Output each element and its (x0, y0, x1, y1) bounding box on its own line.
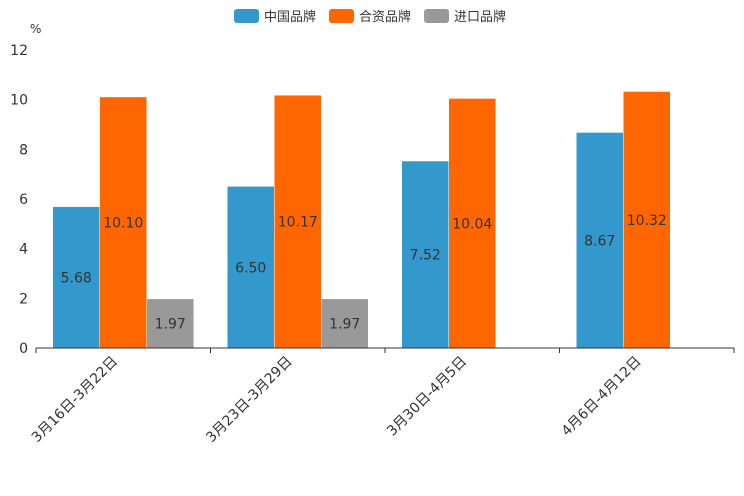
data-label-0-2: 7.52 (410, 248, 441, 264)
legend-swatch-2 (424, 9, 449, 23)
bar-0-0 (53, 206, 100, 348)
bars (53, 91, 670, 348)
legend: 中国品牌 合资品牌 进口品牌 (234, 9, 506, 25)
y-axis-unit: % (30, 22, 41, 36)
x-category-label: 3月30日-4月5日 (384, 354, 470, 440)
x-category-label: 3月23日-3月29日 (203, 354, 295, 446)
bar-0-2 (402, 161, 449, 348)
bar-2-1 (321, 299, 368, 348)
legend-label-2: 进口品牌 (454, 9, 506, 25)
data-label-2-1: 1.97 (329, 317, 360, 333)
bar-1-0 (100, 97, 147, 348)
legend-label-1: 合资品牌 (359, 9, 411, 25)
data-label-0-1: 6.50 (235, 260, 266, 276)
data-label-2-0: 1.97 (155, 317, 186, 333)
y-tick-label: 2 (19, 291, 28, 307)
y-tick-label: 0 (19, 341, 28, 357)
y-tick-label: 12 (10, 43, 28, 59)
x-category-label: 4月6日-4月12日 (559, 354, 645, 440)
bar-2-0 (147, 299, 194, 348)
bar-0-3 (576, 132, 623, 348)
y-axis-ticks: 0 2 4 6 8 10 12 (10, 43, 28, 357)
bar-1-3 (623, 91, 670, 348)
legend-swatch-1 (329, 9, 354, 23)
legend-swatch-0 (234, 9, 259, 23)
data-labels: 5.68 10.10 1.97 6.50 10.17 1.97 7.52 10.04 8.67 1… (61, 213, 667, 333)
data-label-1-0: 10.10 (103, 216, 143, 232)
x-category-label: 3月16日-3月22日 (29, 354, 121, 446)
bar-1-1 (274, 95, 321, 348)
data-label-0-0: 5.68 (61, 270, 92, 286)
data-label-1-3: 10.32 (627, 213, 667, 229)
legend-label-0: 中国品牌 (264, 9, 316, 25)
data-label-0-3: 8.67 (584, 233, 615, 249)
x-axis: 3月16日-3月22日 3月23日-3月29日 3月30日-4月5日 4月6日-4月1… (29, 347, 735, 446)
data-label-1-1: 10.17 (278, 215, 318, 231)
y-tick-label: 10 (10, 93, 28, 109)
y-tick-label: 6 (19, 192, 28, 208)
y-tick-label: 8 (19, 142, 28, 158)
bar-0-1 (227, 186, 274, 348)
y-tick-label: 4 (19, 242, 28, 258)
bar-1-2 (449, 98, 496, 348)
data-label-1-2: 10.04 (452, 216, 492, 232)
